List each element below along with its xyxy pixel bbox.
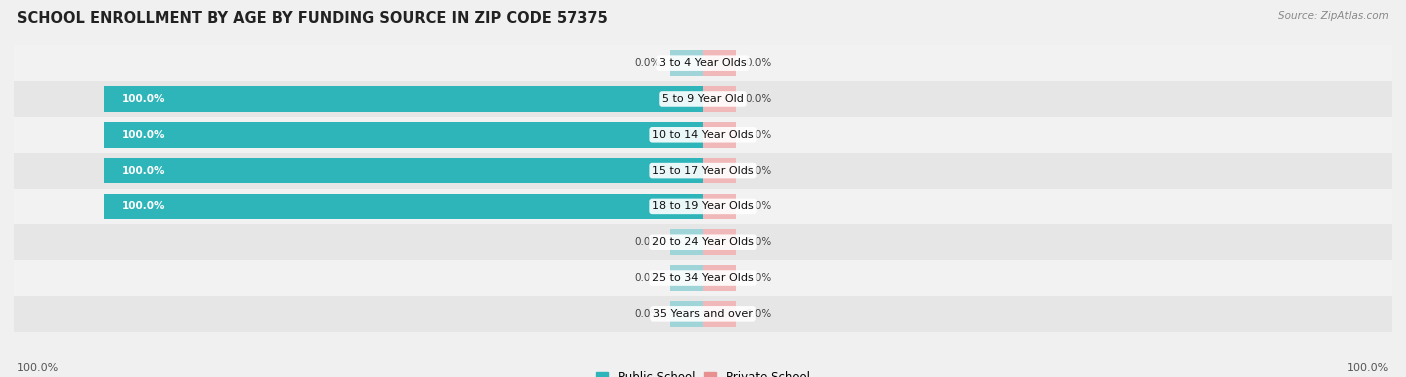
Bar <box>14 188 1392 224</box>
Text: 100.0%: 100.0% <box>122 94 166 104</box>
Bar <box>703 193 735 219</box>
Bar <box>14 81 1392 117</box>
Legend: Public School, Private School: Public School, Private School <box>592 366 814 377</box>
Bar <box>671 265 703 291</box>
Text: 0.0%: 0.0% <box>745 273 770 283</box>
Bar <box>14 153 1392 188</box>
Bar <box>14 117 1392 153</box>
Text: 100.0%: 100.0% <box>122 201 166 211</box>
Text: 3 to 4 Year Olds: 3 to 4 Year Olds <box>659 58 747 68</box>
Bar <box>104 86 703 112</box>
Text: 0.0%: 0.0% <box>745 309 770 319</box>
Bar <box>703 265 735 291</box>
Text: 0.0%: 0.0% <box>636 309 661 319</box>
Bar <box>703 158 735 184</box>
Bar <box>703 229 735 255</box>
Text: 35 Years and over: 35 Years and over <box>652 309 754 319</box>
Text: 0.0%: 0.0% <box>745 94 770 104</box>
Bar <box>703 122 735 148</box>
Text: 0.0%: 0.0% <box>636 273 661 283</box>
Bar <box>14 45 1392 81</box>
Bar <box>14 224 1392 260</box>
Text: 0.0%: 0.0% <box>745 237 770 247</box>
Text: 20 to 24 Year Olds: 20 to 24 Year Olds <box>652 237 754 247</box>
Bar <box>703 50 735 76</box>
Text: 25 to 34 Year Olds: 25 to 34 Year Olds <box>652 273 754 283</box>
Bar <box>703 301 735 327</box>
Text: 18 to 19 Year Olds: 18 to 19 Year Olds <box>652 201 754 211</box>
Bar <box>14 260 1392 296</box>
Bar <box>104 193 703 219</box>
Text: 100.0%: 100.0% <box>17 363 59 373</box>
Bar <box>14 296 1392 332</box>
Text: 0.0%: 0.0% <box>636 58 661 68</box>
Text: SCHOOL ENROLLMENT BY AGE BY FUNDING SOURCE IN ZIP CODE 57375: SCHOOL ENROLLMENT BY AGE BY FUNDING SOUR… <box>17 11 607 26</box>
Text: 10 to 14 Year Olds: 10 to 14 Year Olds <box>652 130 754 140</box>
Text: 100.0%: 100.0% <box>122 130 166 140</box>
Text: 0.0%: 0.0% <box>745 201 770 211</box>
Text: 0.0%: 0.0% <box>636 237 661 247</box>
Text: 0.0%: 0.0% <box>745 166 770 176</box>
Text: 0.0%: 0.0% <box>745 130 770 140</box>
Text: 100.0%: 100.0% <box>122 166 166 176</box>
Bar <box>671 50 703 76</box>
Text: 100.0%: 100.0% <box>1347 363 1389 373</box>
Bar <box>671 301 703 327</box>
Bar <box>104 158 703 184</box>
Text: 5 to 9 Year Old: 5 to 9 Year Old <box>662 94 744 104</box>
Text: 0.0%: 0.0% <box>745 58 770 68</box>
Bar <box>104 122 703 148</box>
Bar <box>703 86 735 112</box>
Text: 15 to 17 Year Olds: 15 to 17 Year Olds <box>652 166 754 176</box>
Text: Source: ZipAtlas.com: Source: ZipAtlas.com <box>1278 11 1389 21</box>
Bar <box>671 229 703 255</box>
